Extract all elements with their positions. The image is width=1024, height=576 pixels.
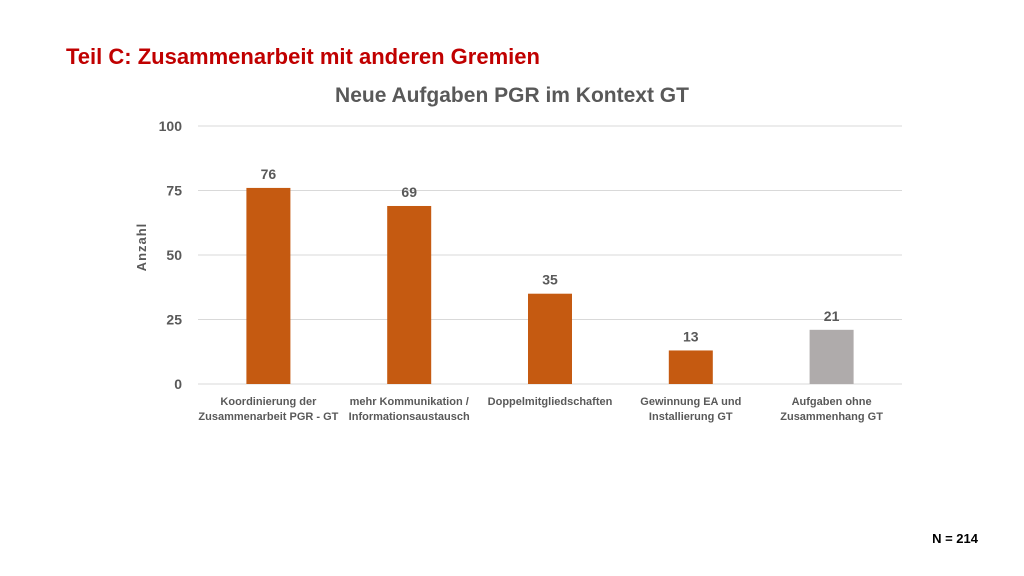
x-category-label-2: mehr Kommunikation / Informationsaustausc… [349, 396, 470, 423]
data-label-5: 21 [824, 308, 840, 324]
sample-size-note: N = 214 [932, 531, 978, 546]
y-axis-label: Anzahl [134, 223, 149, 272]
x-category-label-1-line-2: Zusammenarbeit PGR - GT [198, 411, 338, 423]
x-category-label-4: Gewinnung EA und Installierung GT [640, 396, 741, 423]
x-category-label-5-line-2: Zusammenhang GT [780, 411, 883, 423]
data-label-1: 76 [261, 166, 277, 182]
x-category-label-3: Doppelmitgliedschaften [488, 396, 613, 408]
x-category-label-1: Koordinierung der Zusammenarbeit PGR - GT [198, 396, 338, 423]
chart-title: Neue Aufgaben PGR im Kontext GT [335, 84, 689, 107]
x-category-labels: Koordinierung der Zusammenarbeit PGR - GT… [198, 396, 883, 423]
y-tick-label-50: 50 [166, 247, 182, 263]
bar-1 [246, 187, 291, 384]
y-tick-label-75: 75 [166, 183, 182, 199]
bar-2 [387, 205, 432, 384]
bar-5 [809, 329, 854, 384]
x-category-label-5: Aufgaben ohne Zusammenhang GT [780, 396, 883, 423]
x-category-label-2-line-1: mehr Kommunikation / [350, 396, 469, 408]
y-tick-label-25: 25 [166, 312, 182, 328]
x-category-label-5-line-1: Aufgaben ohne [792, 396, 872, 408]
bar-3 [528, 293, 572, 384]
bars [246, 187, 854, 384]
y-tick-label-0: 0 [174, 376, 182, 392]
data-label-3: 35 [542, 272, 558, 288]
data-label-2: 69 [401, 184, 417, 200]
x-category-label-2-line-2: Informationsaustausch [349, 411, 470, 423]
y-tick-label-100: 100 [159, 118, 183, 134]
data-labels: 76 69 35 13 21 [261, 166, 840, 345]
slide-title: Teil C: Zusammenarbeit mit anderen Gremi… [66, 44, 540, 69]
x-category-label-4-line-1: Gewinnung EA und [640, 396, 741, 408]
x-category-label-1-line-1: Koordinierung der [220, 396, 317, 408]
y-tick-labels: 0 25 50 75 100 [159, 118, 183, 392]
x-category-label-3-line-1: Doppelmitgliedschaften [488, 396, 613, 408]
x-category-label-4-line-2: Installierung GT [649, 411, 733, 423]
data-label-4: 13 [683, 328, 699, 344]
bar-4 [668, 350, 713, 384]
